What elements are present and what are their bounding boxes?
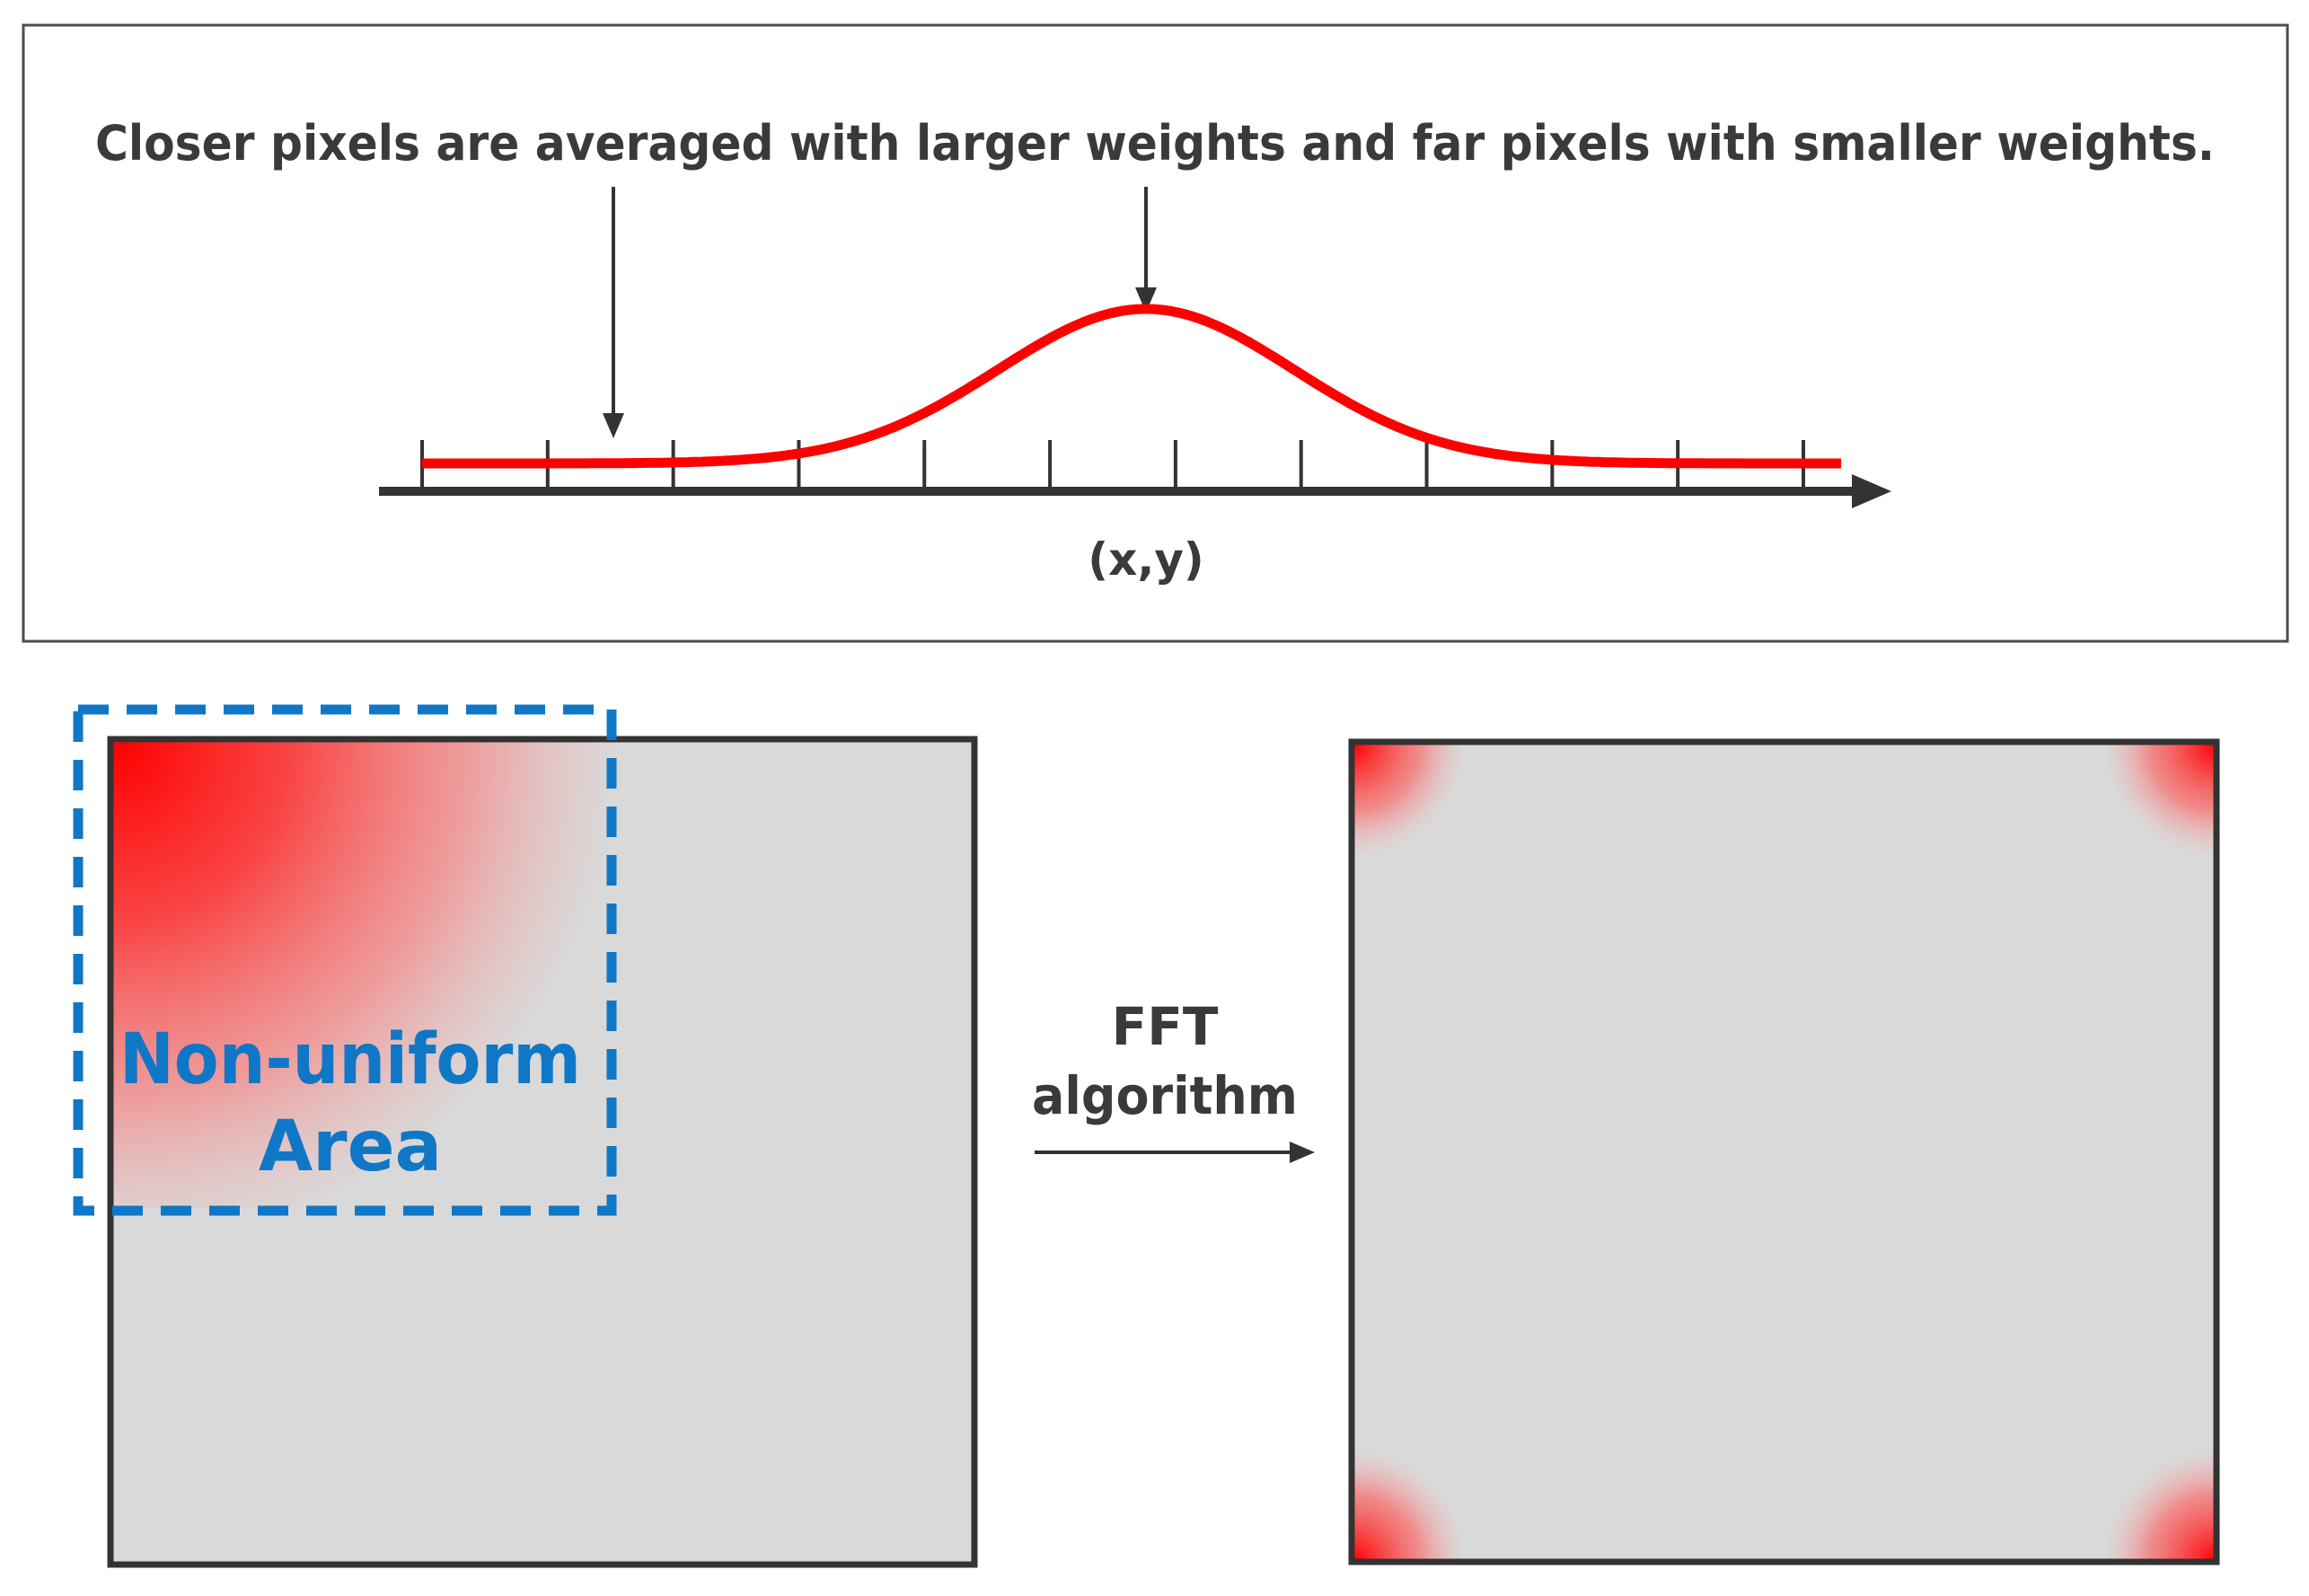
corner-highlight-bottom-left: [1352, 1436, 1477, 1562]
far-pixel-arrow-head: [603, 413, 624, 438]
left-image-panel: [107, 736, 978, 1568]
right-image-border: [1348, 738, 2220, 1565]
fft-label-line1: FFT: [1112, 996, 1219, 1057]
left-image-border: [107, 736, 978, 1568]
fft-arrow-head: [1290, 1142, 1315, 1163]
right-image-fill: [1352, 742, 2216, 1562]
non-uniform-red-region: [112, 741, 651, 1208]
corner-highlight-top-right: [2091, 742, 2216, 868]
corner-highlight-top-left: [1352, 742, 1477, 868]
caption-text: Closer pixels are averaged with larger w…: [95, 115, 2215, 172]
fft-label-line2: algorithm: [1032, 1065, 1298, 1126]
corner-highlight-bottom-right: [2091, 1436, 2216, 1562]
non-uniform-label-line1: Non-uniform: [119, 1019, 581, 1100]
top-panel-frame: [22, 23, 2289, 643]
axis-label: (x,y): [1088, 533, 1204, 586]
right-image-panel: [1348, 738, 2220, 1565]
x-axis-arrowhead: [1852, 474, 1891, 508]
gaussian-weight-curve: [422, 304, 1841, 469]
near-pixel-arrow-head: [1135, 287, 1157, 313]
non-uniform-area-box: [73, 704, 617, 1216]
non-uniform-label-line2: Area: [259, 1107, 442, 1187]
